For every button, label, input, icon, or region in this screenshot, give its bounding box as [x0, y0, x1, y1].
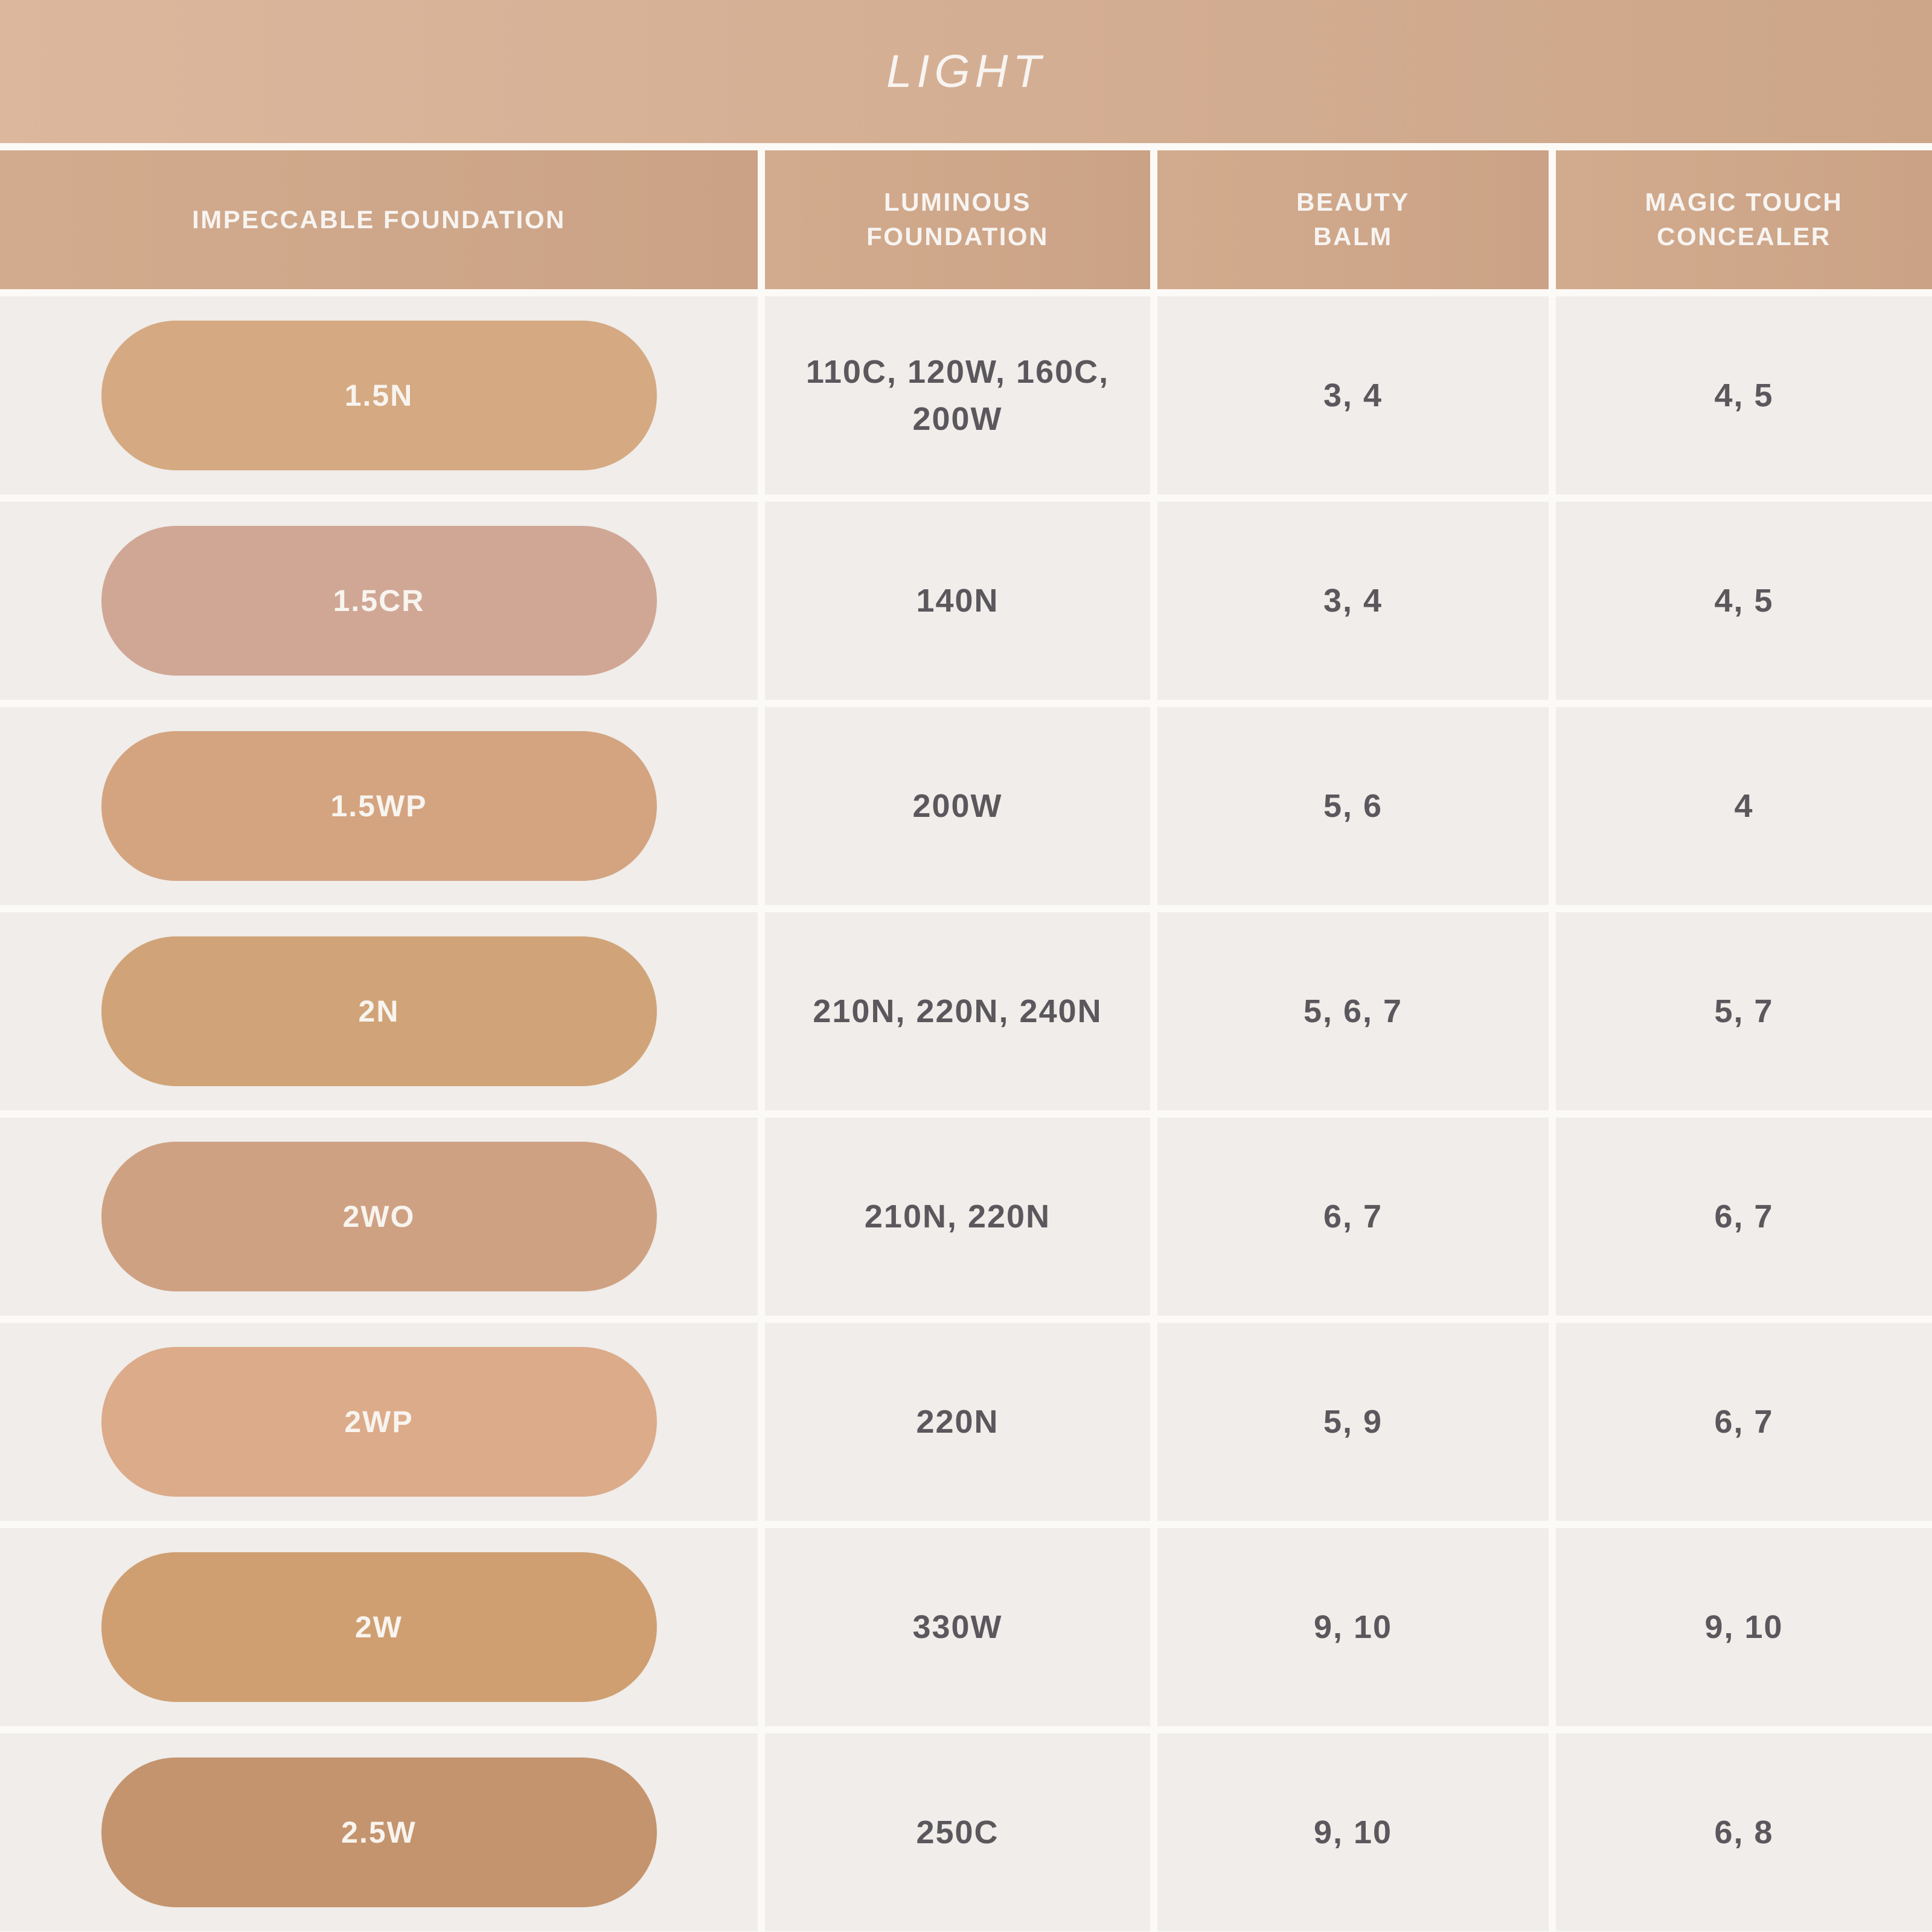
shade-label: 1.5CR — [333, 583, 425, 618]
shade-label: 2N — [358, 994, 400, 1028]
table-cell-impeccable-shade: 2WO — [0, 1118, 758, 1316]
shade-swatch: 2W — [101, 1552, 657, 1702]
table-cell-magic-touch-concealer: 6, 7 — [1556, 1323, 1932, 1521]
table-cell-beauty-balm: 6, 7 — [1157, 1118, 1549, 1316]
table-cell-beauty-balm: 9, 10 — [1157, 1733, 1549, 1931]
table-cell-luminous-foundation: 140N — [765, 502, 1150, 700]
shade-swatch: 2WP — [101, 1347, 657, 1497]
shade-swatch: 1.5CR — [101, 526, 657, 676]
table-cell-impeccable-shade: 1.5N — [0, 296, 758, 494]
table-cell-luminous-foundation: 250C — [765, 1733, 1150, 1931]
shade-swatch: 1.5N — [101, 321, 657, 470]
table-cell-magic-touch-concealer: 5, 7 — [1556, 912, 1932, 1110]
table-cell-beauty-balm: 3, 4 — [1157, 296, 1549, 494]
table-cell-luminous-foundation: 330W — [765, 1528, 1150, 1726]
table-cell-beauty-balm: 5, 6 — [1157, 707, 1549, 905]
table-cell-luminous-foundation: 200W — [765, 707, 1150, 905]
shade-label: 2.5W — [341, 1815, 417, 1849]
table-cell-impeccable-shade: 2W — [0, 1528, 758, 1726]
table-cell-impeccable-shade: 2N — [0, 912, 758, 1110]
shade-label: 2W — [355, 1610, 403, 1644]
table-cell-impeccable-shade: 1.5CR — [0, 502, 758, 700]
table-cell-luminous-foundation: 220N — [765, 1323, 1150, 1521]
category-banner: LIGHT — [0, 0, 1932, 143]
table-cell-magic-touch-concealer: 6, 8 — [1556, 1733, 1932, 1931]
shade-label: 2WP — [344, 1404, 414, 1439]
table-cell-luminous-foundation: 110C, 120W, 160C, 200W — [765, 296, 1150, 494]
table-cell-impeccable-shade: 2.5W — [0, 1733, 758, 1931]
shade-label: 2WO — [342, 1199, 415, 1233]
column-header-magic-touch-concealer: MAGIC TOUCH CONCEALER — [1556, 150, 1932, 289]
shade-swatch: 1.5WP — [101, 731, 657, 881]
table-cell-beauty-balm: 9, 10 — [1157, 1528, 1549, 1726]
table-cell-impeccable-shade: 2WP — [0, 1323, 758, 1521]
shade-label: 1.5WP — [330, 788, 427, 823]
column-header-beauty-balm: BEAUTY BALM — [1157, 150, 1549, 289]
table-cell-beauty-balm: 5, 9 — [1157, 1323, 1549, 1521]
shade-match-table: IMPECCABLE FOUNDATION LUMINOUS FOUNDATIO… — [0, 150, 1932, 1931]
table-cell-impeccable-shade: 1.5WP — [0, 707, 758, 905]
table-cell-magic-touch-concealer: 4, 5 — [1556, 502, 1932, 700]
table-cell-magic-touch-concealer: 6, 7 — [1556, 1118, 1932, 1316]
column-header-impeccable-foundation: IMPECCABLE FOUNDATION — [0, 150, 758, 289]
table-cell-beauty-balm: 5, 6, 7 — [1157, 912, 1549, 1110]
table-cell-luminous-foundation: 210N, 220N — [765, 1118, 1150, 1316]
shade-swatch: 2.5W — [101, 1758, 657, 1907]
shade-label: 1.5N — [344, 378, 414, 412]
category-title: LIGHT — [886, 46, 1046, 97]
table-cell-magic-touch-concealer: 4, 5 — [1556, 296, 1932, 494]
table-cell-magic-touch-concealer: 9, 10 — [1556, 1528, 1932, 1726]
column-header-luminous-foundation: LUMINOUS FOUNDATION — [765, 150, 1150, 289]
table-cell-magic-touch-concealer: 4 — [1556, 707, 1932, 905]
shade-swatch: 2WO — [101, 1142, 657, 1291]
shade-swatch: 2N — [101, 936, 657, 1086]
table-cell-luminous-foundation: 210N, 220N, 240N — [765, 912, 1150, 1110]
table-cell-beauty-balm: 3, 4 — [1157, 502, 1549, 700]
